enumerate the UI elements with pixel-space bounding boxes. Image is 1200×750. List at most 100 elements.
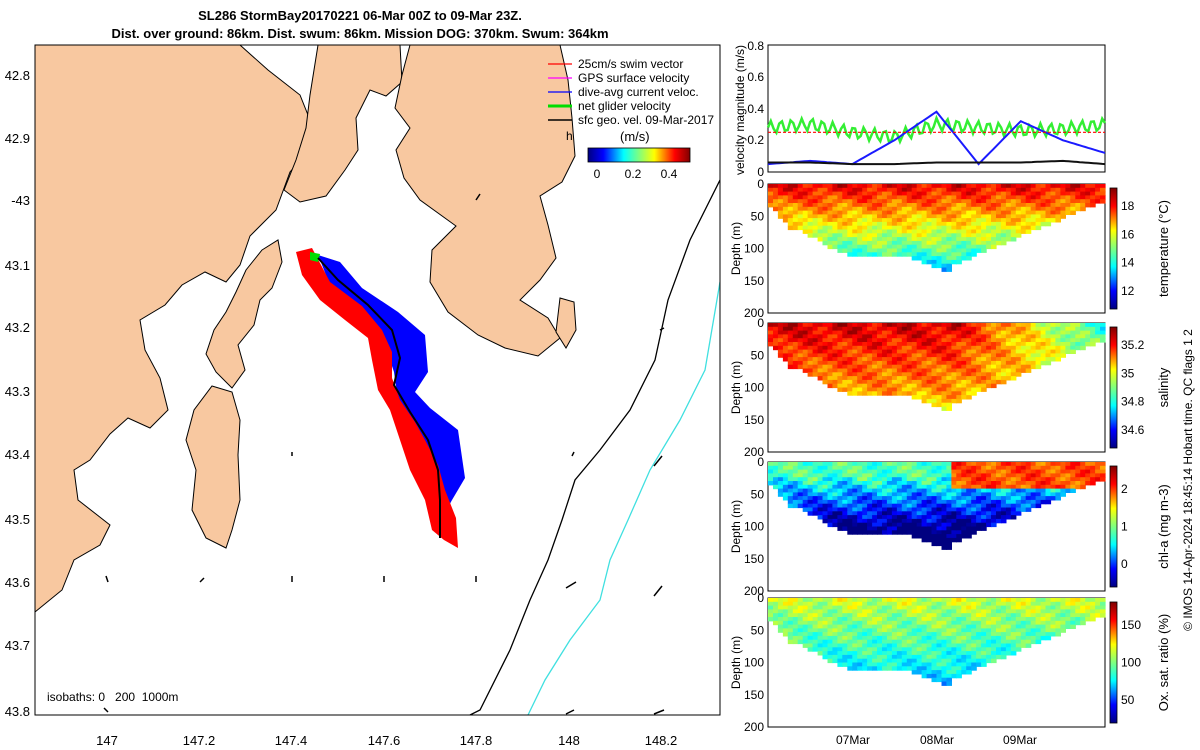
section-cell (1040, 210, 1047, 215)
section-cell (986, 210, 992, 215)
section-cell (807, 225, 814, 231)
section-cell (986, 195, 992, 200)
section-cell (1010, 484, 1017, 490)
section-cell (926, 203, 933, 208)
section-cell (857, 244, 863, 250)
section-cell (971, 349, 977, 354)
section-cell (857, 507, 863, 512)
section-cell (773, 334, 779, 339)
section-cell (886, 225, 893, 231)
section-cell (802, 605, 809, 610)
section-cell (872, 643, 878, 648)
section-cell (901, 195, 908, 200)
section-cell (1020, 503, 1027, 509)
section-cell (986, 481, 992, 486)
section-cell (986, 244, 992, 250)
section-cell (921, 469, 928, 474)
section-cell (1020, 613, 1027, 618)
section-cell (901, 252, 908, 257)
section-cell (822, 214, 829, 219)
section-cell (946, 465, 952, 471)
section-cell (951, 670, 957, 675)
section-cell (906, 481, 913, 486)
section-cell (1010, 199, 1017, 204)
section-cell (916, 391, 923, 396)
section-cell (931, 620, 938, 626)
section-cell (981, 376, 987, 381)
section-cell (886, 530, 893, 535)
section-cell (847, 244, 853, 250)
section-cell (946, 357, 952, 362)
section-cell (941, 673, 948, 679)
section-cell (1020, 473, 1027, 478)
section-cell (991, 349, 997, 354)
section-cell (792, 462, 799, 467)
section-cell (941, 624, 948, 629)
section-cell (916, 503, 923, 509)
section-cell (906, 526, 913, 531)
section-cell (847, 598, 853, 603)
section-cell (857, 387, 863, 392)
section-cell (981, 342, 987, 347)
section-cell (996, 499, 1002, 505)
section-cell (1000, 643, 1007, 648)
section-cell (872, 639, 878, 645)
section-cell (792, 481, 799, 486)
velocity-yaxis: 0 0.4 0.2 0.6 0.8 (747, 39, 764, 179)
section-cell (951, 639, 957, 645)
section-cell (768, 195, 774, 200)
section-cell (931, 481, 938, 486)
section-cell (1010, 233, 1017, 238)
section-cell (956, 326, 962, 332)
section-cell (966, 376, 972, 381)
section-cell (852, 469, 858, 474)
section-cell (911, 323, 918, 328)
section-cell (852, 654, 858, 660)
section-cell (931, 360, 938, 366)
section-cell (1035, 601, 1042, 607)
section-cell (1050, 484, 1057, 490)
section-cell (837, 462, 843, 467)
section-cell (827, 473, 834, 478)
section-cell (787, 187, 794, 193)
section-cell (946, 613, 952, 618)
section-cell (961, 651, 967, 656)
section-cell (792, 326, 799, 332)
section-cell (1015, 620, 1022, 626)
section-cell (906, 658, 913, 664)
section-cell (817, 342, 824, 347)
section-cell (837, 368, 843, 373)
section-cell (986, 635, 992, 641)
section-cell (872, 191, 878, 196)
section-cell (852, 613, 858, 618)
section-cell (991, 518, 997, 524)
section-cell (862, 187, 868, 193)
section-cell (882, 199, 888, 204)
section-cell (782, 349, 789, 354)
section-cell (827, 184, 834, 189)
section-cell (911, 534, 918, 539)
section-cell (911, 357, 918, 362)
section-cell (872, 240, 878, 246)
section-cell (872, 345, 878, 351)
section-cell (812, 617, 819, 622)
section-cell (946, 601, 952, 607)
section-cell (911, 203, 918, 208)
section-cell (862, 364, 868, 370)
section-cell (886, 651, 893, 656)
section-cell (797, 617, 804, 622)
section-cell (956, 628, 962, 633)
section-cell (1030, 639, 1037, 645)
section-cell (911, 395, 918, 400)
section-cell (1010, 357, 1017, 362)
section-cell (812, 199, 819, 204)
section-cell (961, 499, 967, 505)
section-cell (832, 503, 838, 509)
section-cell (1025, 203, 1032, 208)
section-cell (1005, 225, 1012, 231)
section-cell (901, 647, 908, 652)
section-cell (807, 203, 814, 208)
section-cell (862, 477, 868, 482)
section-cell (787, 191, 794, 196)
lat-tick: 43.2 (5, 320, 30, 335)
